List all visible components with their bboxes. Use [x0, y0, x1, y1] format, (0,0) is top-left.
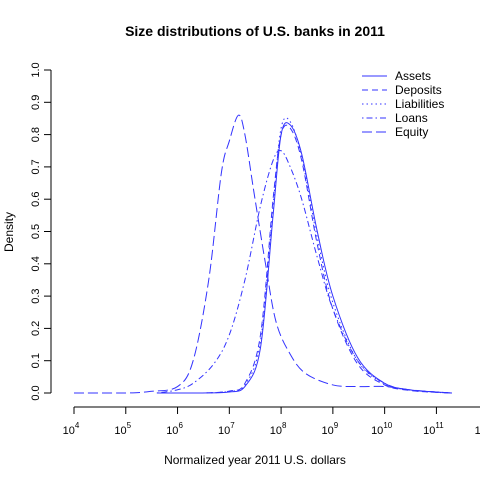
- y-tick-label: 0.5: [30, 224, 42, 239]
- y-tick-label: 0.0: [30, 385, 42, 400]
- x-tick-label: 107: [218, 421, 235, 437]
- x-tick-label: 104: [63, 421, 80, 437]
- x-axis-label: Normalized year 2011 U.S. dollars: [164, 453, 346, 467]
- legend-label-liabilities: Liabilities: [395, 97, 444, 111]
- x-tick-label: 105: [114, 421, 131, 437]
- x-tick-label: 1011: [423, 421, 444, 437]
- legend-label-equity: Equity: [395, 125, 428, 139]
- y-tick-label: 0.2: [30, 321, 42, 336]
- legend-label-loans: Loans: [395, 111, 428, 125]
- chart-title: Size distributions of U.S. banks in 2011: [125, 23, 385, 39]
- y-axis-label: Density: [2, 212, 16, 252]
- y-tick-label: 0.4: [30, 256, 42, 271]
- x-tick-label: 1012: [475, 421, 480, 437]
- series-group: [74, 114, 453, 394]
- series-line-liabilities: [156, 117, 453, 394]
- x-tick-label: 106: [166, 421, 183, 437]
- series-line-loans: [156, 149, 453, 394]
- y-tick-label: 1.0: [30, 62, 42, 77]
- y-tick-label: 0.8: [30, 127, 42, 142]
- y-tick-label: 0.1: [30, 353, 42, 368]
- series-line-assets: [156, 122, 453, 394]
- x-tick-label: 1010: [371, 421, 393, 437]
- x-tick-label: 108: [270, 421, 287, 437]
- series-line-equity: [74, 114, 453, 394]
- legend-label-assets: Assets: [395, 69, 431, 83]
- y-tick-label: 0.6: [30, 192, 42, 207]
- y-tick-label: 0.9: [30, 95, 42, 110]
- legend-label-deposits: Deposits: [395, 83, 442, 97]
- axes-group: 104 105 106 107 108 109 1010 1011 1012 0.0 0.1 0.2 0…: [30, 62, 480, 437]
- x-tick-label: 109: [322, 421, 339, 437]
- y-tick-label: 0.3: [30, 288, 42, 303]
- y-tick-label: 0.7: [30, 159, 42, 174]
